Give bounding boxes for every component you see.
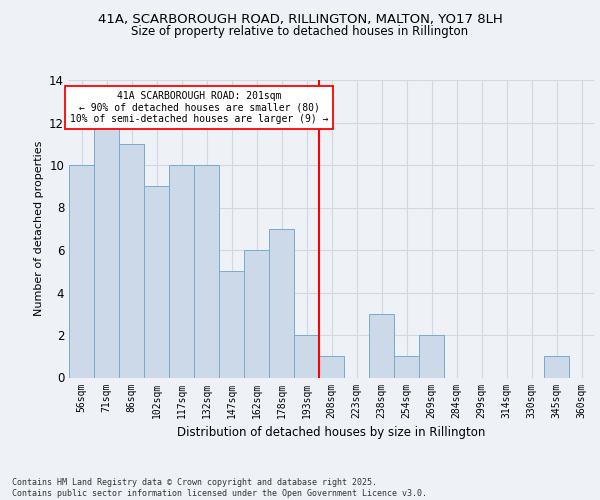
Text: Size of property relative to detached houses in Rillington: Size of property relative to detached ho… [131,25,469,38]
Bar [544,356,569,378]
Bar [194,165,219,378]
Bar [119,144,144,378]
Bar [169,165,194,378]
Bar [219,271,244,378]
Bar [419,335,444,378]
Bar [294,335,319,378]
Bar [369,314,394,378]
Text: Contains HM Land Registry data © Crown copyright and database right 2025.
Contai: Contains HM Land Registry data © Crown c… [12,478,427,498]
Bar [319,356,344,378]
Text: 41A, SCARBOROUGH ROAD, RILLINGTON, MALTON, YO17 8LH: 41A, SCARBOROUGH ROAD, RILLINGTON, MALTO… [98,12,502,26]
Bar [69,165,94,378]
X-axis label: Distribution of detached houses by size in Rillington: Distribution of detached houses by size … [178,426,485,439]
Y-axis label: Number of detached properties: Number of detached properties [34,141,44,316]
Text: 41A SCARBOROUGH ROAD: 201sqm
← 90% of detached houses are smaller (80)
10% of se: 41A SCARBOROUGH ROAD: 201sqm ← 90% of de… [70,90,328,124]
Bar [269,229,294,378]
Bar [244,250,269,378]
Bar [94,122,119,378]
Bar [144,186,169,378]
Bar [394,356,419,378]
